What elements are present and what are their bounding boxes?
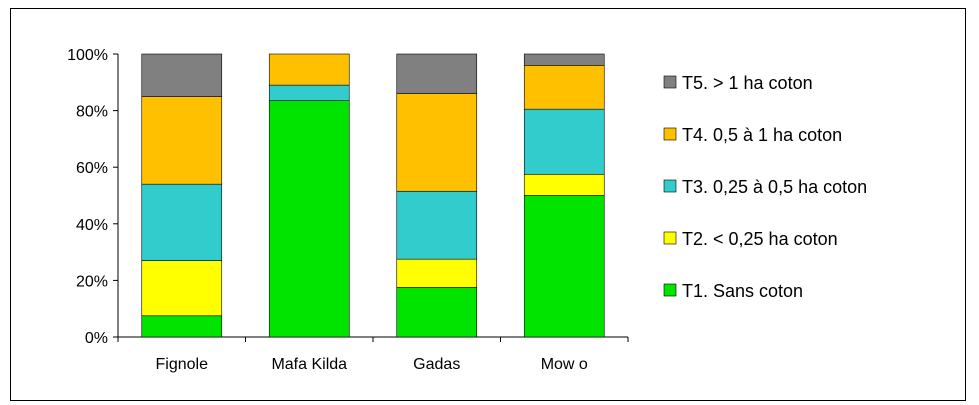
y-tick-label: 100% — [67, 47, 108, 64]
y-tick-label: 0% — [85, 330, 108, 347]
bar-segment-4 — [268, 53, 350, 86]
legend-swatch — [663, 179, 677, 193]
bar-segment-5 — [396, 53, 478, 94]
y-tick-label: 80% — [76, 104, 108, 121]
bar-segment-4 — [141, 96, 223, 185]
bar-segment-1 — [268, 100, 350, 338]
x-tick-label: Mow o — [541, 356, 588, 373]
bar-segment-1 — [396, 287, 478, 338]
bar-segment-3 — [396, 190, 478, 260]
legend-swatch — [663, 231, 677, 245]
y-tick-label: 60% — [76, 160, 108, 177]
legend-label: T3. 0,25 à 0,5 ha coton — [682, 177, 867, 197]
bar-segment-2 — [396, 258, 478, 288]
bar-segment-3 — [523, 108, 605, 175]
bar-segment-4 — [523, 65, 605, 110]
legend-swatch — [663, 127, 677, 141]
bar-segment-1 — [141, 315, 223, 338]
legend-swatch — [663, 75, 677, 89]
y-tick-label: 40% — [76, 217, 108, 234]
y-tick-label: 20% — [76, 273, 108, 290]
bar-segment-2 — [141, 260, 223, 317]
bar-segment-3 — [141, 183, 223, 261]
legend-swatch — [663, 283, 677, 297]
legend-label: T2. < 0,25 ha coton — [682, 229, 838, 249]
x-tick-label: Fignole — [156, 356, 209, 373]
bar-segment-3 — [268, 84, 350, 101]
legend-label: T1. Sans coton — [682, 281, 803, 301]
bar-segment-1 — [523, 195, 605, 338]
legend-label: T4. 0,5 à 1 ha coton — [682, 125, 842, 145]
x-tick-label: Gadas — [413, 356, 460, 373]
legend-label: T5. > 1 ha coton — [682, 73, 813, 93]
bar-segment-4 — [396, 93, 478, 192]
x-tick-label: Mafa Kilda — [271, 356, 347, 373]
bar-segment-2 — [523, 173, 605, 196]
bar-segment-5 — [523, 53, 605, 66]
bar-segment-5 — [141, 53, 223, 97]
